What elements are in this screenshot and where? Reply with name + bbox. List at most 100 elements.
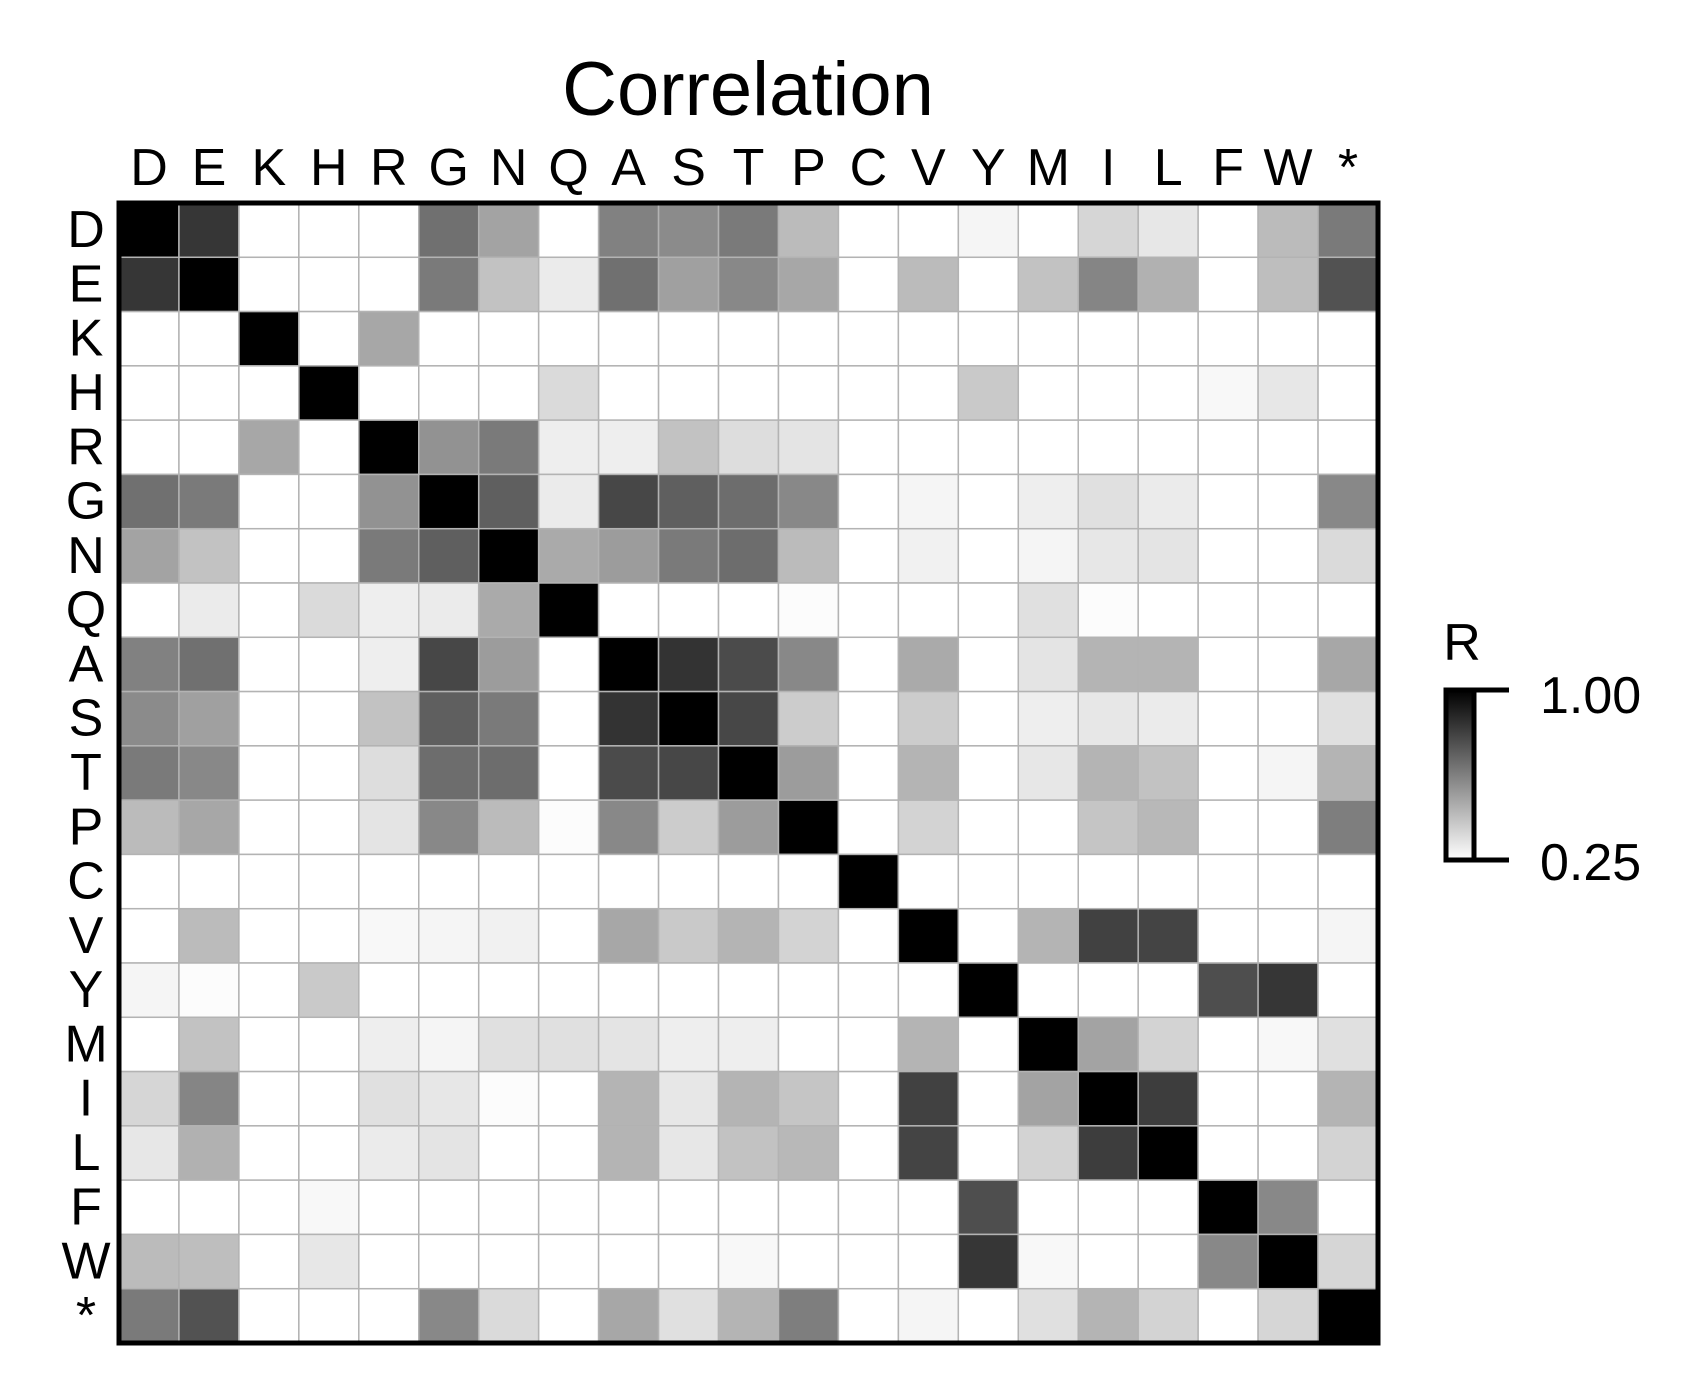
- heatmap-cell-P-L: [1137, 799, 1199, 856]
- heatmap-cell-G-K: [238, 473, 300, 530]
- heatmap-cell-K-K: [238, 310, 300, 367]
- heatmap-cell-S-Q: [537, 690, 600, 747]
- heatmap-cell-D-E: [178, 202, 240, 259]
- heatmap-cell-H-N: [477, 365, 540, 421]
- heatmap-cell-L-A: [597, 1125, 660, 1181]
- heatmap-cell-V-K: [238, 907, 300, 964]
- x-tick-label: K: [252, 139, 287, 197]
- heatmap-cell-P-G: [418, 799, 480, 856]
- heatmap-cell-N-T: [717, 527, 780, 584]
- heatmap-cell-P-Q: [537, 799, 600, 856]
- heatmap-cell-Y-*: [1317, 962, 1379, 1019]
- heatmap-cell-N-L: [1137, 527, 1199, 584]
- heatmap-cell-K-E: [178, 310, 240, 367]
- y-tick-label: V: [69, 907, 104, 965]
- heatmap-cell-K-W: [1257, 310, 1319, 367]
- heatmap-cell-T-E: [178, 745, 240, 801]
- heatmap-cell-A-N: [477, 636, 540, 693]
- heatmap-cell-P-M: [1017, 799, 1079, 856]
- heatmap-cell-H-P: [777, 365, 840, 421]
- heatmap-cell-D-N: [477, 202, 540, 259]
- heatmap-cell-T-K: [238, 745, 300, 801]
- heatmap-cell-I-E: [178, 1070, 240, 1127]
- heatmap-cell-K-G: [418, 310, 480, 367]
- y-tick-label: M: [64, 1015, 107, 1073]
- heatmap-cell-V-Q: [537, 907, 600, 964]
- heatmap-cell-*-H: [298, 1287, 360, 1344]
- heatmap-cell-G-M: [1017, 473, 1079, 530]
- y-tick-label: W: [61, 1233, 110, 1291]
- heatmap-cell-N-Q: [537, 527, 600, 584]
- heatmap-cell-I-G: [418, 1070, 480, 1127]
- heatmap-cell-P-W: [1257, 799, 1319, 856]
- heatmap-cell-V-R: [358, 907, 420, 964]
- heatmap-cell-N-R: [358, 527, 420, 584]
- heatmap-cell-S-G: [418, 690, 480, 747]
- heatmap-cell-Y-G: [418, 962, 480, 1019]
- heatmap-cell-A-D: [118, 636, 180, 693]
- heatmap-cell-A-Y: [957, 636, 1020, 693]
- heatmap-cell-C-*: [1317, 853, 1379, 910]
- heatmap-cell-A-K: [238, 636, 300, 693]
- heatmap-cell-M-F: [1197, 1016, 1259, 1073]
- heatmap-cell-L-H: [298, 1125, 360, 1181]
- heatmap-cell-L-L: [1137, 1125, 1199, 1181]
- heatmap-cell-S-P: [777, 690, 840, 747]
- heatmap-cell-V-T: [717, 907, 780, 964]
- heatmap-cell-H-A: [597, 365, 660, 421]
- heatmap-cell-T-*: [1317, 745, 1379, 801]
- heatmap-cell-Y-C: [837, 962, 900, 1019]
- heatmap-cell-G-*: [1317, 473, 1379, 530]
- heatmap-cell-W-K: [238, 1233, 300, 1290]
- heatmap-cell-E-*: [1317, 256, 1379, 313]
- x-tick-label: D: [130, 139, 168, 197]
- heatmap-cell-T-A: [597, 745, 660, 801]
- heatmap-cell-G-D: [118, 473, 180, 530]
- colorbar-min-label: 0.25: [1540, 834, 1641, 892]
- heatmap-cell-E-A: [597, 256, 660, 313]
- heatmap-cell-H-K: [238, 365, 300, 421]
- heatmap-cell-*-Q: [537, 1287, 600, 1344]
- heatmap-cell-W-E: [178, 1233, 240, 1290]
- heatmap-cell-D-P: [777, 202, 840, 259]
- heatmap-cell-E-E: [178, 256, 240, 313]
- heatmap-cell-W-C: [837, 1233, 900, 1290]
- heatmap-cell-S-C: [837, 690, 900, 747]
- heatmap-cell-N-N: [477, 527, 540, 584]
- heatmap-cell-F-H: [298, 1179, 360, 1236]
- heatmap-cell-P-*: [1317, 799, 1379, 856]
- heatmap-cell-T-L: [1137, 745, 1199, 801]
- heatmap-cell-Q-I: [1077, 582, 1139, 639]
- plot-frame: [116, 200, 1381, 1346]
- heatmap-cell-H-H: [298, 365, 360, 421]
- heatmap-cell-K-H: [298, 310, 360, 367]
- heatmap-cell-*-T: [717, 1287, 780, 1344]
- heatmap-cell-Y-M: [1017, 962, 1079, 1019]
- heatmap-cell-V-E: [178, 907, 240, 964]
- heatmap-cell-C-W: [1257, 853, 1319, 910]
- heatmap-cell-L-Y: [957, 1125, 1020, 1181]
- heatmap-cell-Q-W: [1257, 582, 1319, 639]
- heatmap-cell-H-G: [418, 365, 480, 421]
- heatmap-cell-Y-E: [178, 962, 240, 1019]
- heatmap-cell-A-C: [837, 636, 900, 693]
- heatmap-cell-S-A: [597, 690, 660, 747]
- heatmap-cell-P-R: [358, 799, 420, 856]
- heatmap-cell-I-A: [597, 1070, 660, 1127]
- heatmap-cell-I-P: [777, 1070, 840, 1127]
- heatmap-cell-M-K: [238, 1016, 300, 1073]
- heatmap-cell-L-D: [118, 1125, 180, 1181]
- heatmap-cell-K-I: [1077, 310, 1139, 367]
- heatmap-cell-*-I: [1077, 1287, 1139, 1344]
- heatmap-cell-A-H: [298, 636, 360, 693]
- heatmap-cell-M-C: [837, 1016, 900, 1073]
- heatmap-cell-*-C: [837, 1287, 900, 1344]
- heatmap-cell-*-L: [1137, 1287, 1199, 1344]
- heatmap-cell-S-W: [1257, 690, 1319, 747]
- heatmap-cell-Q-M: [1017, 582, 1079, 639]
- heatmap-cell-A-Q: [537, 636, 600, 693]
- heatmap-cell-W-M: [1017, 1233, 1079, 1290]
- y-tick-label: K: [69, 310, 104, 368]
- heatmap-cell-E-N: [477, 256, 540, 313]
